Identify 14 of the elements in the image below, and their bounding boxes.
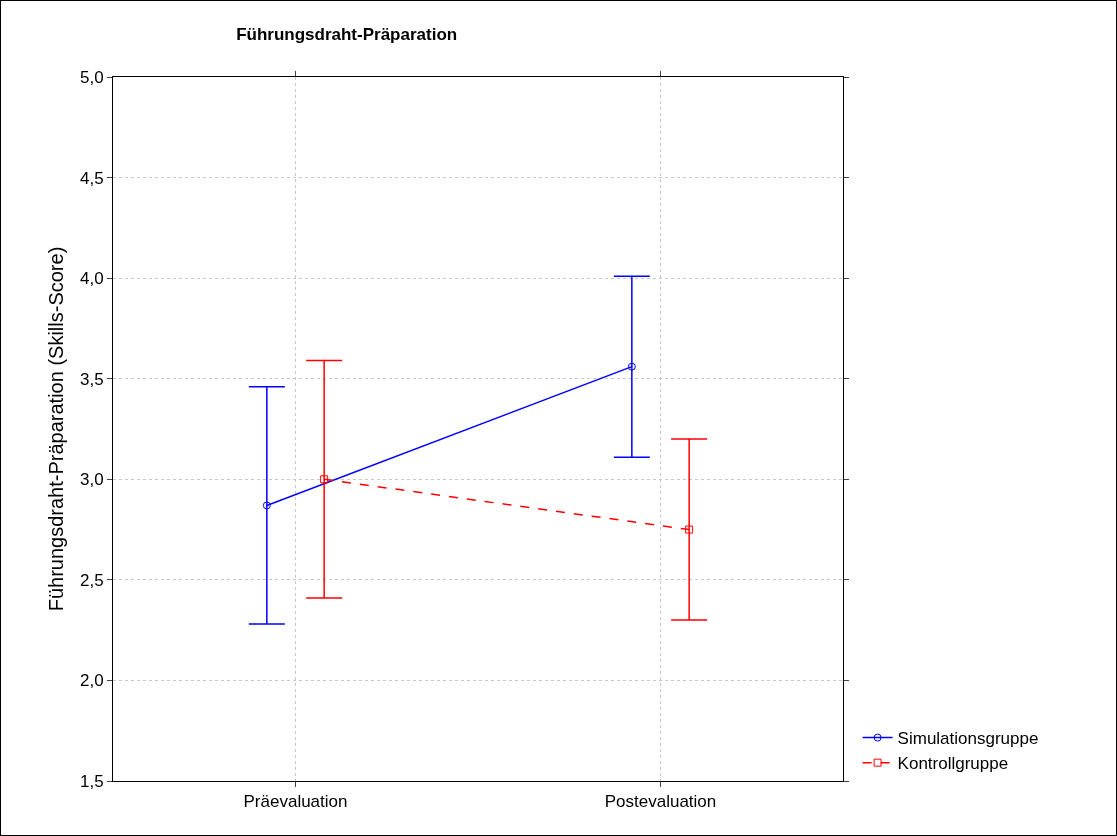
y-tick-label: 2,0 (79, 671, 104, 691)
y-tick-label: 4,0 (79, 269, 104, 289)
y-tick-label: 3,0 (79, 470, 104, 490)
y-axis-title: Führungsdraht-Präparation (Skills-Score) (45, 246, 68, 612)
y-tick-label: 1,5 (79, 771, 104, 791)
y-tick-label: 2,5 (79, 570, 104, 590)
y-tick-label: 5,0 (79, 67, 104, 87)
x-tick-label: Präevaluation (243, 792, 348, 812)
y-tick-label: 3,5 (79, 369, 104, 389)
legend-label: Simulationsgruppe (897, 729, 1039, 749)
y-tick-label: 4,5 (79, 168, 104, 188)
legend-label: Kontrollgruppe (897, 754, 1009, 774)
x-tick-label: Postevaluation (604, 792, 717, 812)
chart-title: Führungsdraht-Präparation (236, 25, 458, 45)
